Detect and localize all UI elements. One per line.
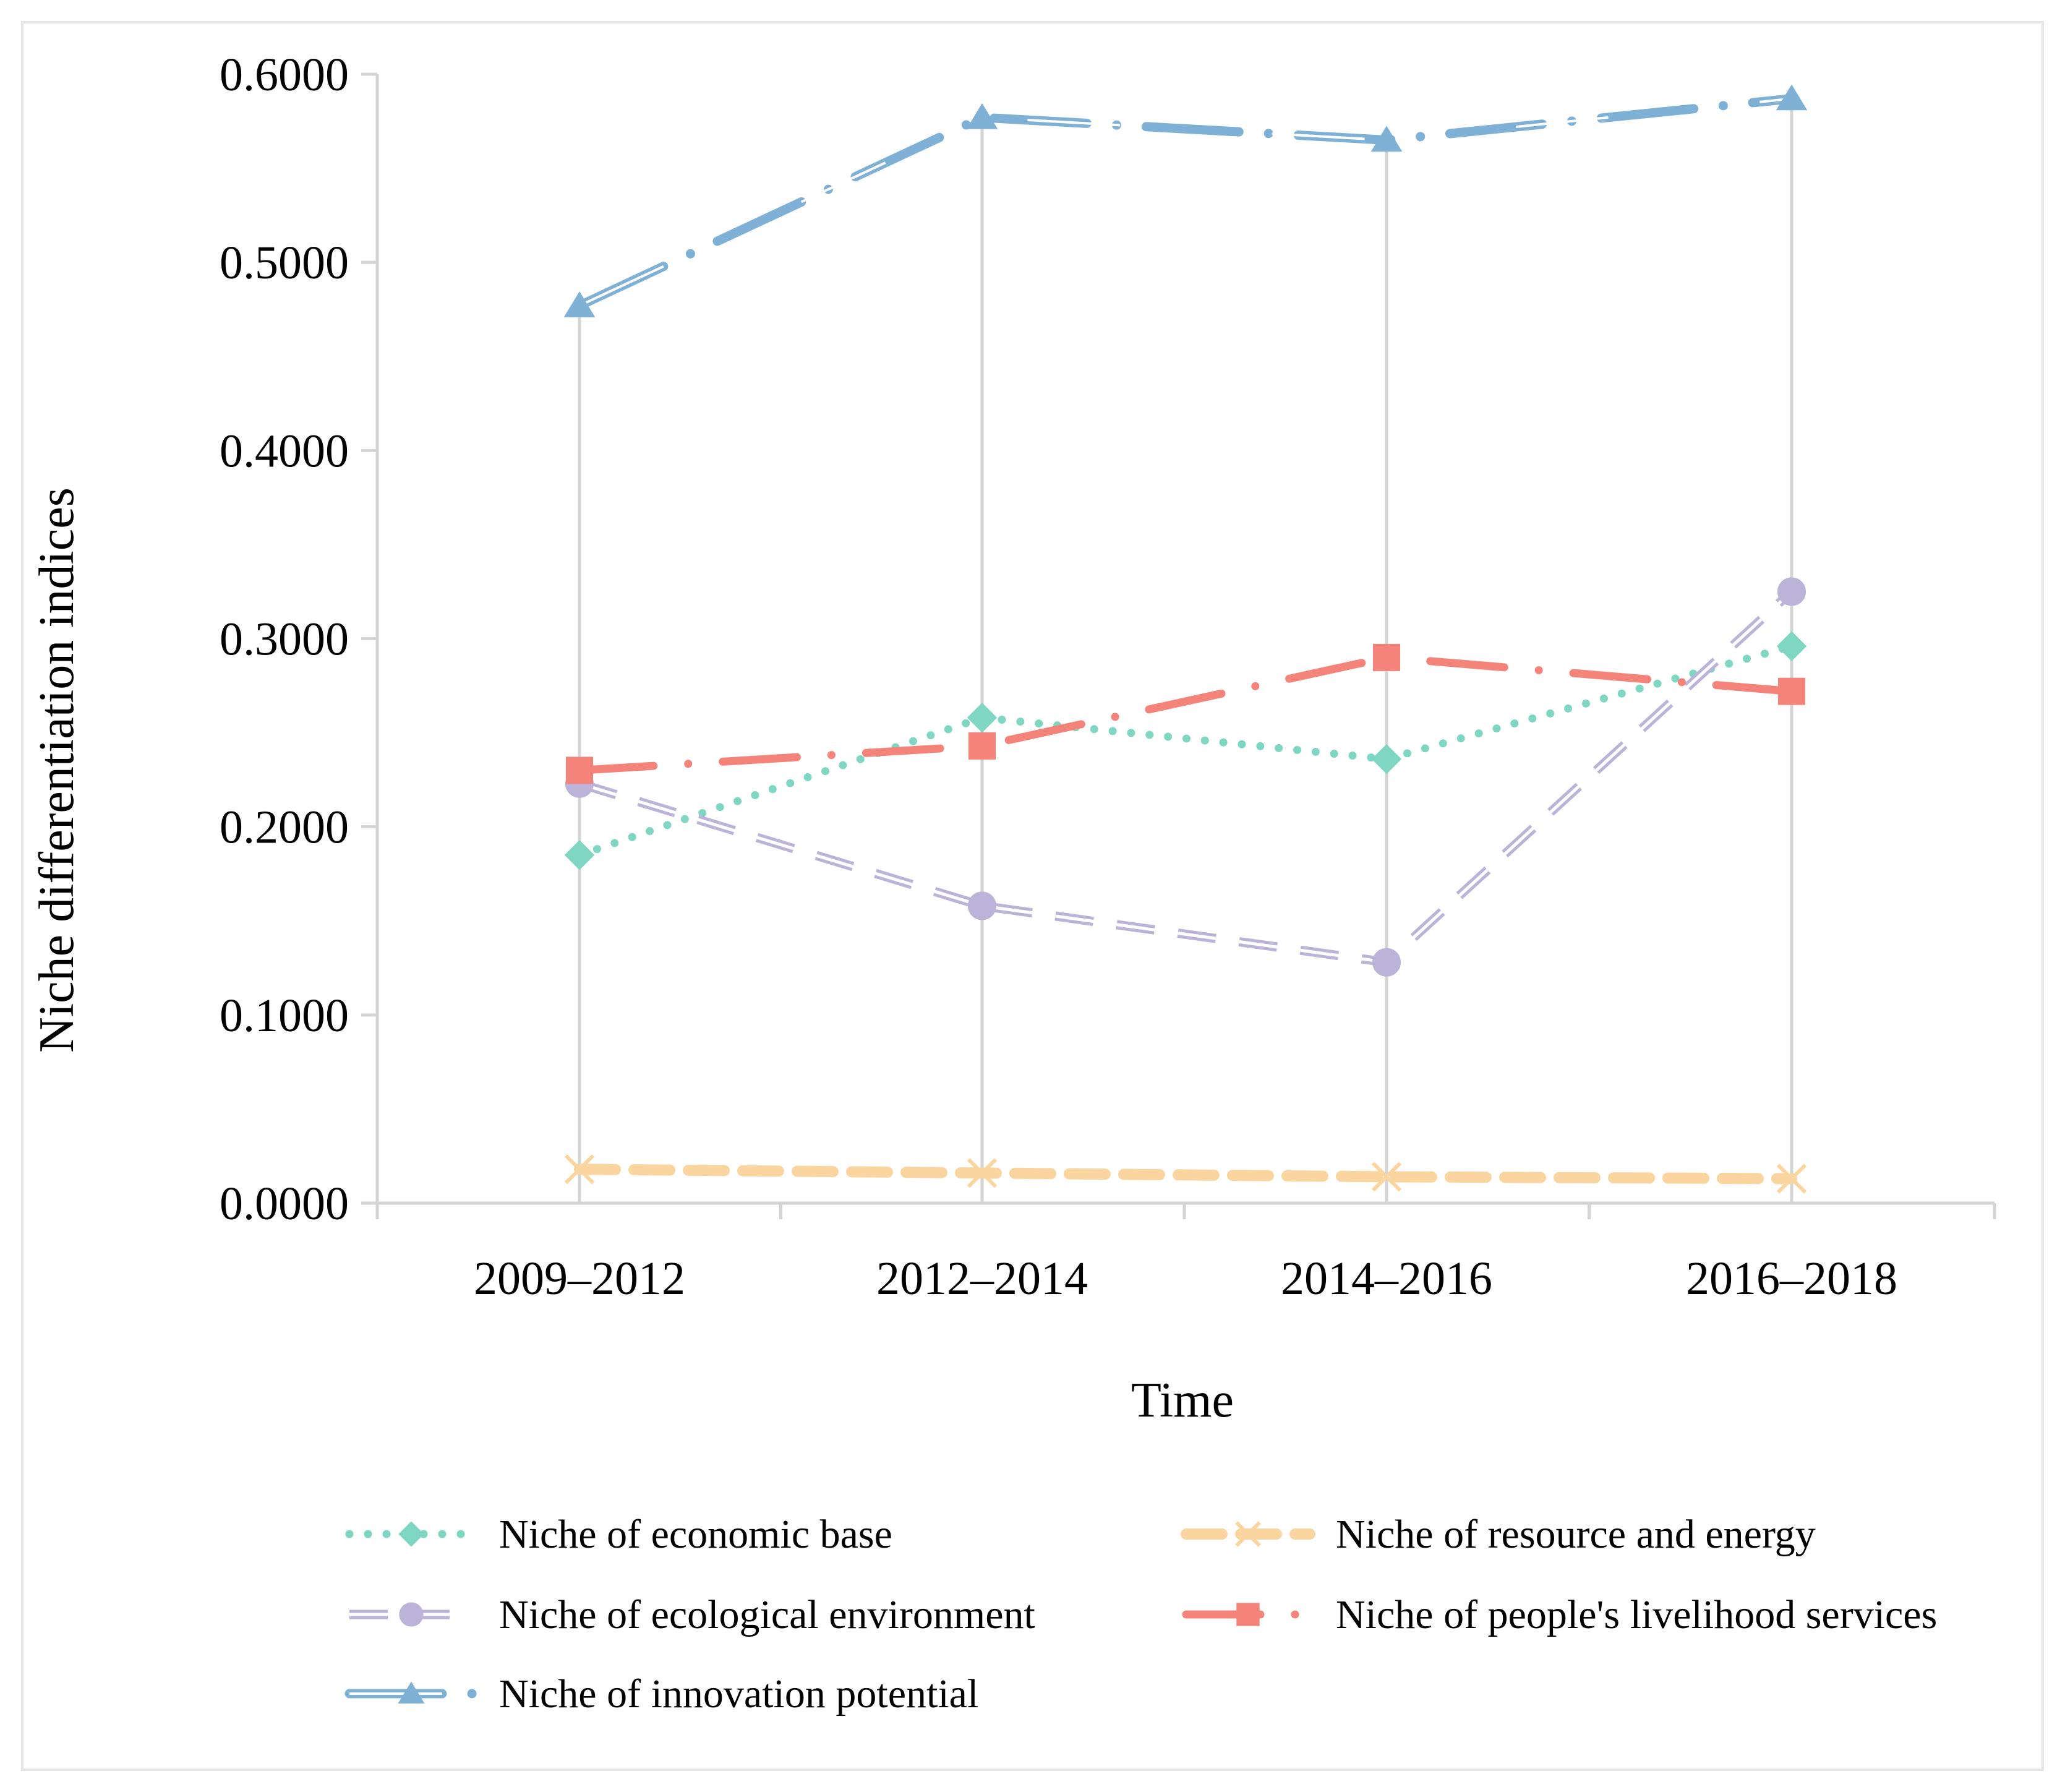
drop-lines (578, 98, 1794, 1203)
series-line-1 (578, 588, 1795, 967)
x-axis-title: Time (1131, 1373, 1234, 1428)
series-line-0 (575, 642, 1796, 859)
legend-swatch-marker (1235, 1521, 1261, 1547)
legend-item: Niche of economic base (345, 1512, 892, 1557)
data-point-s1-3 (1777, 577, 1806, 606)
legend-swatch-marker (1236, 1603, 1260, 1626)
data-point-s3-1 (967, 1158, 998, 1188)
data-point-s2-1 (966, 103, 998, 129)
data-point-s3-0 (564, 1154, 595, 1185)
legend-swatch-marker (399, 1602, 424, 1627)
data-point-s1-1 (967, 891, 997, 920)
legend-item: Niche of people's livelihood services (1182, 1592, 1937, 1637)
series-line-2 (575, 94, 1797, 311)
data-point-s3-3 (1776, 1164, 1807, 1194)
x-tick-label: 2009–2012 (474, 1253, 685, 1305)
legend-label: Niche of people's livelihood services (1336, 1592, 1937, 1637)
data-point-s2-3 (1776, 84, 1808, 111)
y-axis-title: Niche differentiation indices (30, 487, 84, 1053)
data-point-s1-2 (1372, 948, 1401, 977)
legend-swatch-marker (398, 1521, 424, 1547)
y-tick-label: 0.2000 (220, 802, 349, 854)
y-tick-label: 0.0000 (220, 1178, 349, 1230)
data-point-s4-1 (968, 732, 996, 760)
legend-label: Niche of innovation potential (499, 1671, 978, 1717)
series-line-4 (575, 653, 1796, 774)
data-point-s2-0 (563, 291, 596, 317)
legend-item: Niche of resource and energy (1181, 1512, 1816, 1557)
series-lines (574, 94, 1797, 1185)
y-tick-label: 0.6000 (220, 49, 349, 101)
legend-label: Niche of economic base (499, 1512, 892, 1557)
series-line-3 (574, 1164, 1797, 1185)
x-tick-label: 2016–2018 (1686, 1253, 1897, 1305)
data-point-s2-2 (1370, 126, 1403, 152)
series-markers (563, 84, 1808, 1194)
x-tick-label: 2012–2014 (876, 1253, 1088, 1305)
data-point-s0-0 (564, 840, 595, 870)
y-tick-label: 0.3000 (220, 614, 349, 666)
y-tick-label: 0.1000 (220, 990, 349, 1042)
legend-label: Niche of ecological environment (499, 1592, 1035, 1637)
data-point-s0-2 (1371, 744, 1402, 774)
data-point-s0-1 (967, 703, 998, 733)
data-point-s3-2 (1371, 1162, 1402, 1192)
legend-label: Niche of resource and energy (1336, 1512, 1816, 1557)
data-point-s4-3 (1778, 677, 1805, 705)
legend-item: Niche of ecological environment (349, 1592, 1035, 1637)
data-point-s4-0 (566, 757, 593, 784)
data-point-s0-3 (1776, 631, 1807, 661)
y-tick-label: 0.5000 (220, 237, 349, 289)
y-axis-ticks: 0.0000 0.1000 0.2000 0.3000 0.4000 0.5000 0.60… (220, 49, 377, 1230)
axes (375, 74, 1994, 1205)
x-axis-ticks: 2009–2012 2012–2014 2014–2016 2016–2018 (375, 1203, 1996, 1305)
x-tick-label: 2014–2016 (1281, 1253, 1492, 1305)
y-tick-label: 0.4000 (220, 425, 349, 477)
legend: Niche of economic base Niche of resource … (344, 1512, 1937, 1717)
chart-border (21, 21, 2044, 1771)
legend-swatch-marker (398, 1681, 425, 1704)
legend-item: Niche of innovation potential (344, 1671, 978, 1717)
data-point-s4-2 (1373, 643, 1400, 671)
